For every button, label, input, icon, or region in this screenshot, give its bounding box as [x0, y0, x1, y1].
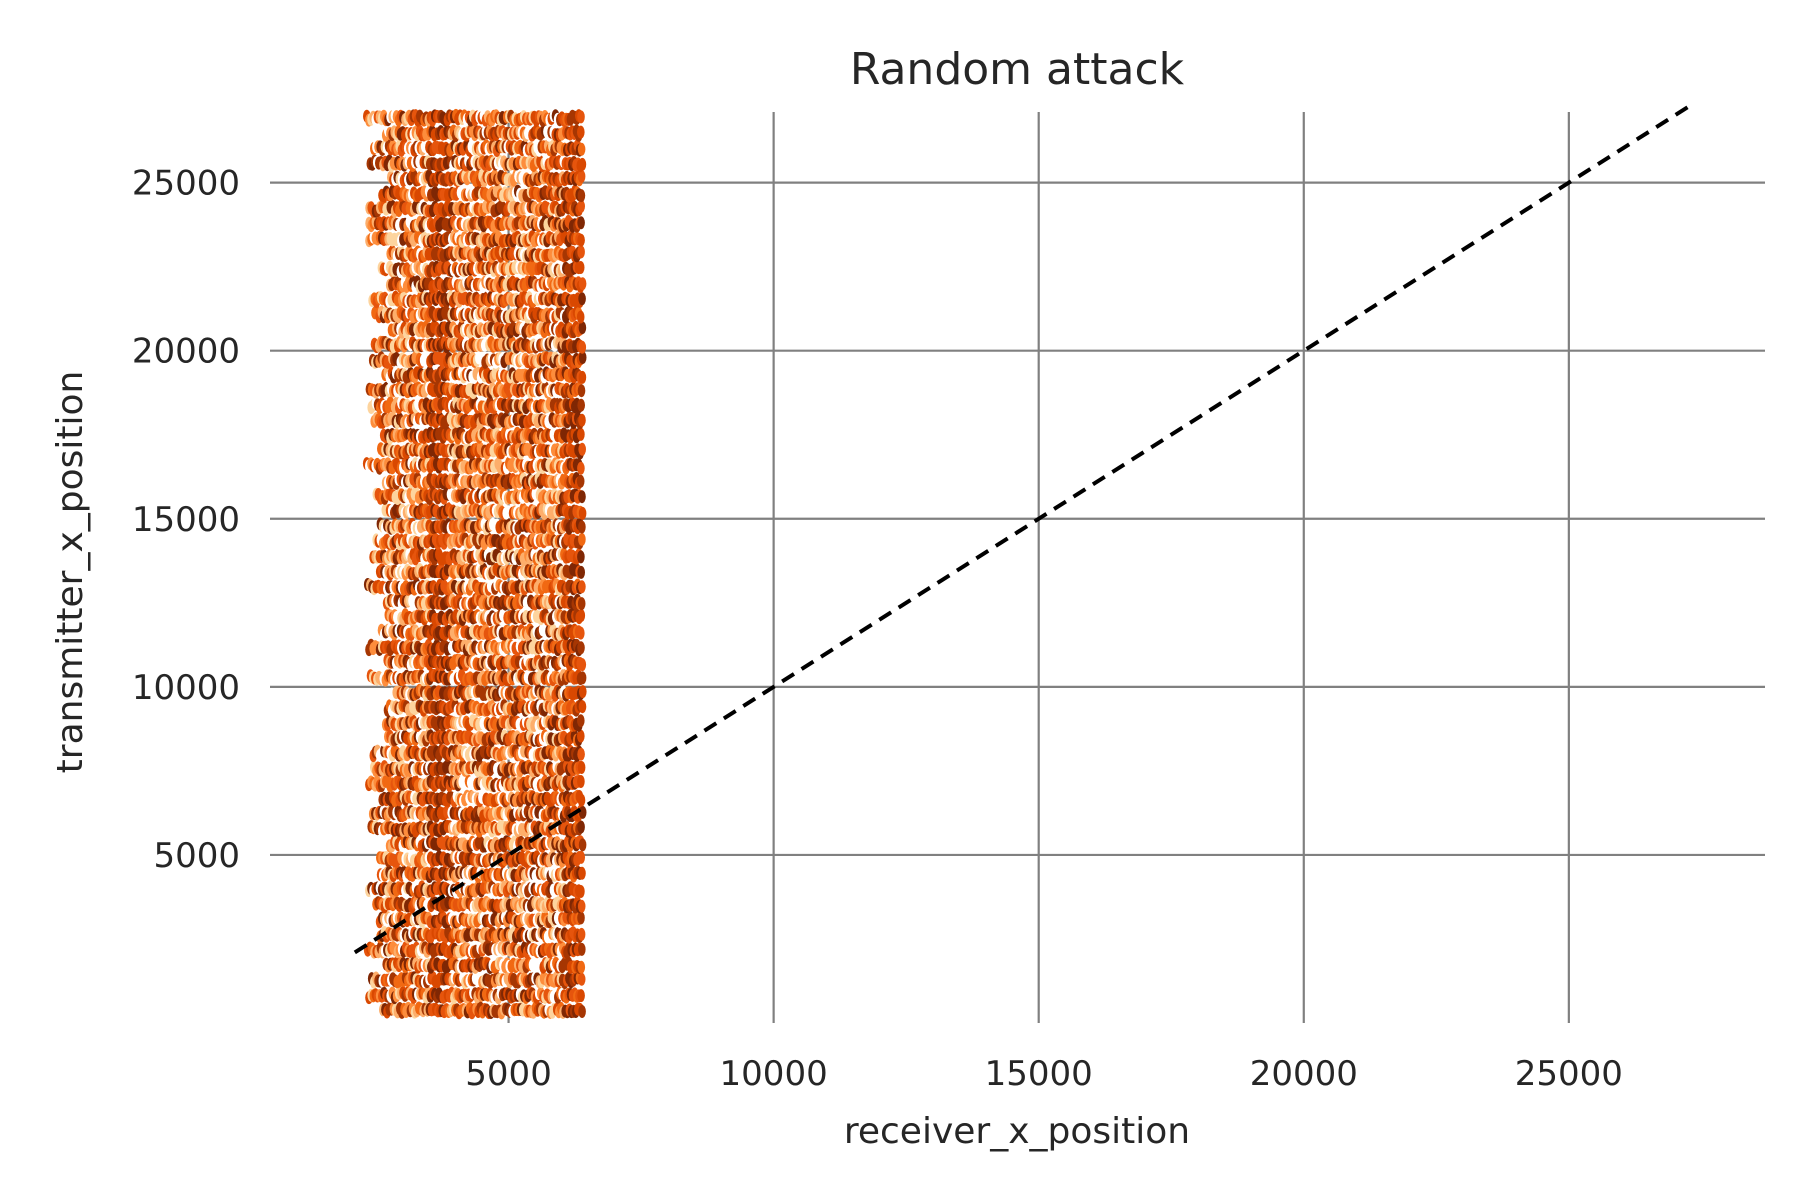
scatter-point	[577, 427, 585, 441]
scatter-point	[576, 310, 585, 324]
scatter-point	[578, 413, 586, 427]
scatter-point	[577, 714, 585, 728]
scatter-point	[578, 277, 587, 291]
scatter-point	[577, 911, 585, 925]
scatter-point	[577, 641, 585, 655]
scatter-point	[578, 942, 586, 956]
scatter-point	[577, 597, 586, 611]
scatter-point	[578, 370, 587, 384]
scatter-point	[577, 384, 586, 398]
scatter-point	[577, 899, 586, 913]
scatter-point	[577, 927, 586, 941]
scatter-point	[577, 850, 585, 864]
scatter-point	[577, 761, 586, 774]
scatter-point	[579, 685, 587, 699]
scatter-point	[577, 626, 585, 640]
scatter-point	[577, 960, 586, 974]
scatter-point	[578, 532, 586, 546]
scatter-point	[578, 340, 587, 354]
scatter-point	[577, 550, 585, 564]
chart-title: Random attack	[850, 44, 1185, 95]
scatter-point	[578, 700, 587, 714]
scatter-point	[577, 398, 585, 412]
scatter-point	[578, 442, 586, 456]
scatter-point	[578, 658, 587, 672]
scatter-point	[578, 1005, 586, 1018]
scatter-point	[577, 885, 585, 898]
scatter-point	[577, 972, 586, 986]
scatter-point	[578, 866, 586, 880]
scatter-point	[578, 506, 587, 520]
scatter-point	[578, 671, 587, 685]
scatter-point	[577, 245, 585, 259]
scatter-point	[578, 292, 586, 306]
scatter-point	[576, 261, 585, 274]
scatter-point	[577, 609, 586, 622]
scatter-point	[578, 580, 586, 594]
scatter-point	[578, 805, 587, 819]
scatter-point	[577, 565, 585, 579]
scatter-point	[577, 775, 585, 788]
scatter-point	[578, 520, 586, 534]
scatter-point	[577, 989, 585, 1003]
scatter-point	[577, 820, 585, 834]
scatter-point	[577, 747, 585, 761]
scatter-points	[362, 108, 587, 1020]
scatter-point	[577, 461, 585, 475]
scatter-point	[576, 474, 585, 488]
scatter-point	[577, 793, 586, 807]
scatter-point	[578, 490, 586, 504]
scatter-point	[578, 838, 587, 852]
